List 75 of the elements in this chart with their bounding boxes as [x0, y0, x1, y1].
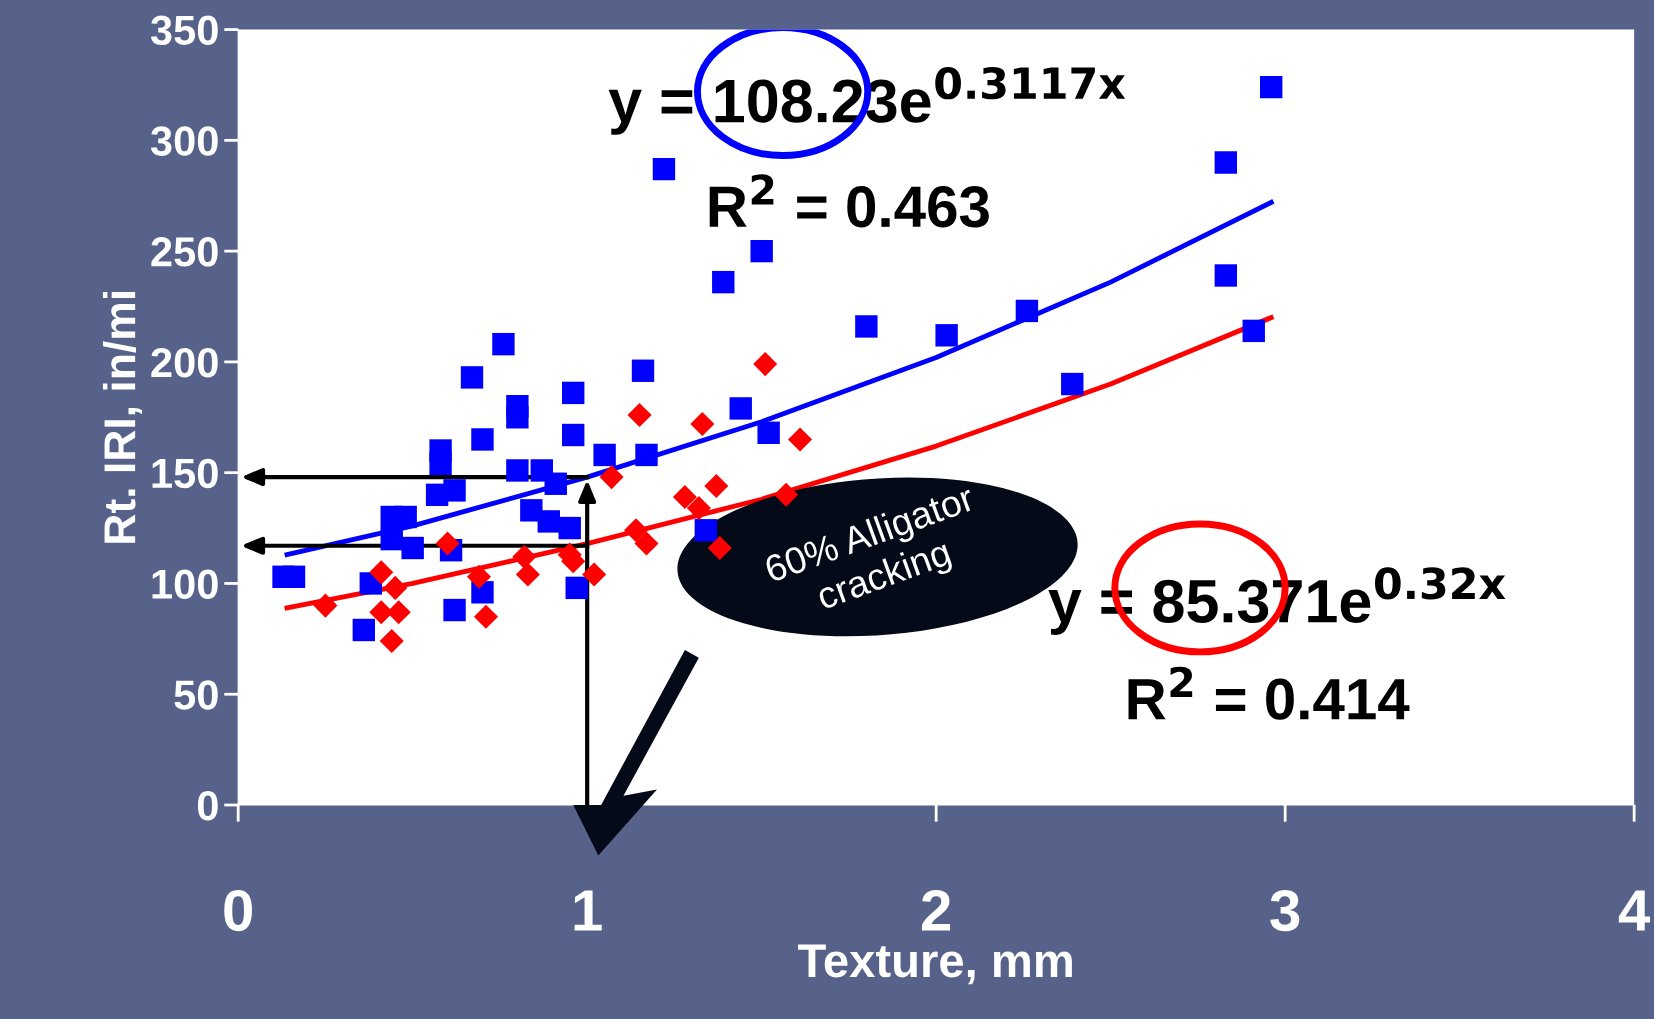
- y-tick-label: 200: [151, 347, 218, 378]
- y-tick-label: 300: [150, 126, 218, 156]
- point: [1214, 151, 1238, 174]
- x-tick-label: 1: [574, 890, 602, 931]
- point: [443, 479, 466, 502]
- point: [753, 352, 778, 377]
- point: [729, 397, 752, 420]
- point: [313, 593, 338, 618]
- y-tick-label: 0: [197, 791, 218, 821]
- y-tick-label: 250: [151, 237, 218, 267]
- point: [512, 544, 537, 569]
- point: [855, 315, 878, 338]
- point: [1061, 372, 1084, 396]
- x-axis-title: Texture, mm: [798, 944, 1072, 985]
- point: [471, 428, 494, 451]
- point: [369, 560, 394, 585]
- point: [558, 516, 581, 540]
- point: [593, 443, 616, 467]
- point: [1015, 299, 1039, 323]
- point: [788, 427, 813, 452]
- point: [506, 459, 529, 482]
- point: [1260, 75, 1283, 99]
- x-tick-label: 0: [224, 889, 253, 932]
- point: [774, 482, 799, 507]
- point: [380, 527, 403, 551]
- point: [599, 465, 624, 490]
- point: [562, 381, 585, 405]
- point: [582, 562, 607, 587]
- point: [394, 505, 417, 529]
- point: [634, 531, 659, 556]
- point: [631, 359, 655, 382]
- point: [429, 439, 452, 462]
- point: [624, 518, 649, 543]
- point: [379, 629, 404, 654]
- point: [443, 598, 466, 622]
- annotation: R$^{2}$ = 0.414: [1128, 666, 1410, 720]
- point: [506, 406, 529, 429]
- x-tick-label: 3: [1270, 889, 1300, 932]
- point: [690, 411, 715, 436]
- point: [383, 575, 408, 600]
- point: [750, 239, 773, 263]
- y-tick-label: 150: [152, 458, 218, 489]
- y-tick-label: 350: [150, 15, 218, 46]
- point: [466, 564, 492, 589]
- point: [537, 510, 560, 533]
- point: [1242, 319, 1265, 343]
- point: [544, 472, 567, 495]
- point: [460, 366, 484, 389]
- point: [435, 531, 460, 556]
- point: [1214, 264, 1238, 287]
- point: [565, 576, 588, 600]
- point: [712, 270, 735, 294]
- point: [652, 157, 676, 181]
- point: [473, 604, 498, 629]
- x-tick-label: 4: [1618, 890, 1651, 931]
- x-tick-label: 2: [921, 889, 951, 931]
- point: [694, 519, 718, 542]
- point: [352, 618, 376, 642]
- point: [704, 473, 729, 498]
- point: [627, 403, 652, 428]
- y-tick-label: 100: [152, 569, 218, 599]
- point: [282, 565, 306, 588]
- point: [562, 423, 585, 447]
- point: [635, 443, 658, 467]
- point: [935, 324, 958, 347]
- point: [672, 485, 697, 510]
- point: [401, 536, 424, 560]
- point: [492, 332, 515, 356]
- point: [757, 421, 780, 444]
- point: [515, 562, 540, 587]
- y-axis-title: Rt. IRI, in/mi: [102, 292, 143, 543]
- point: [707, 535, 732, 561]
- point: [686, 496, 711, 521]
- y-tick-label: 50: [174, 680, 218, 710]
- annotation: R$^{2}$ = 0.463: [709, 174, 989, 228]
